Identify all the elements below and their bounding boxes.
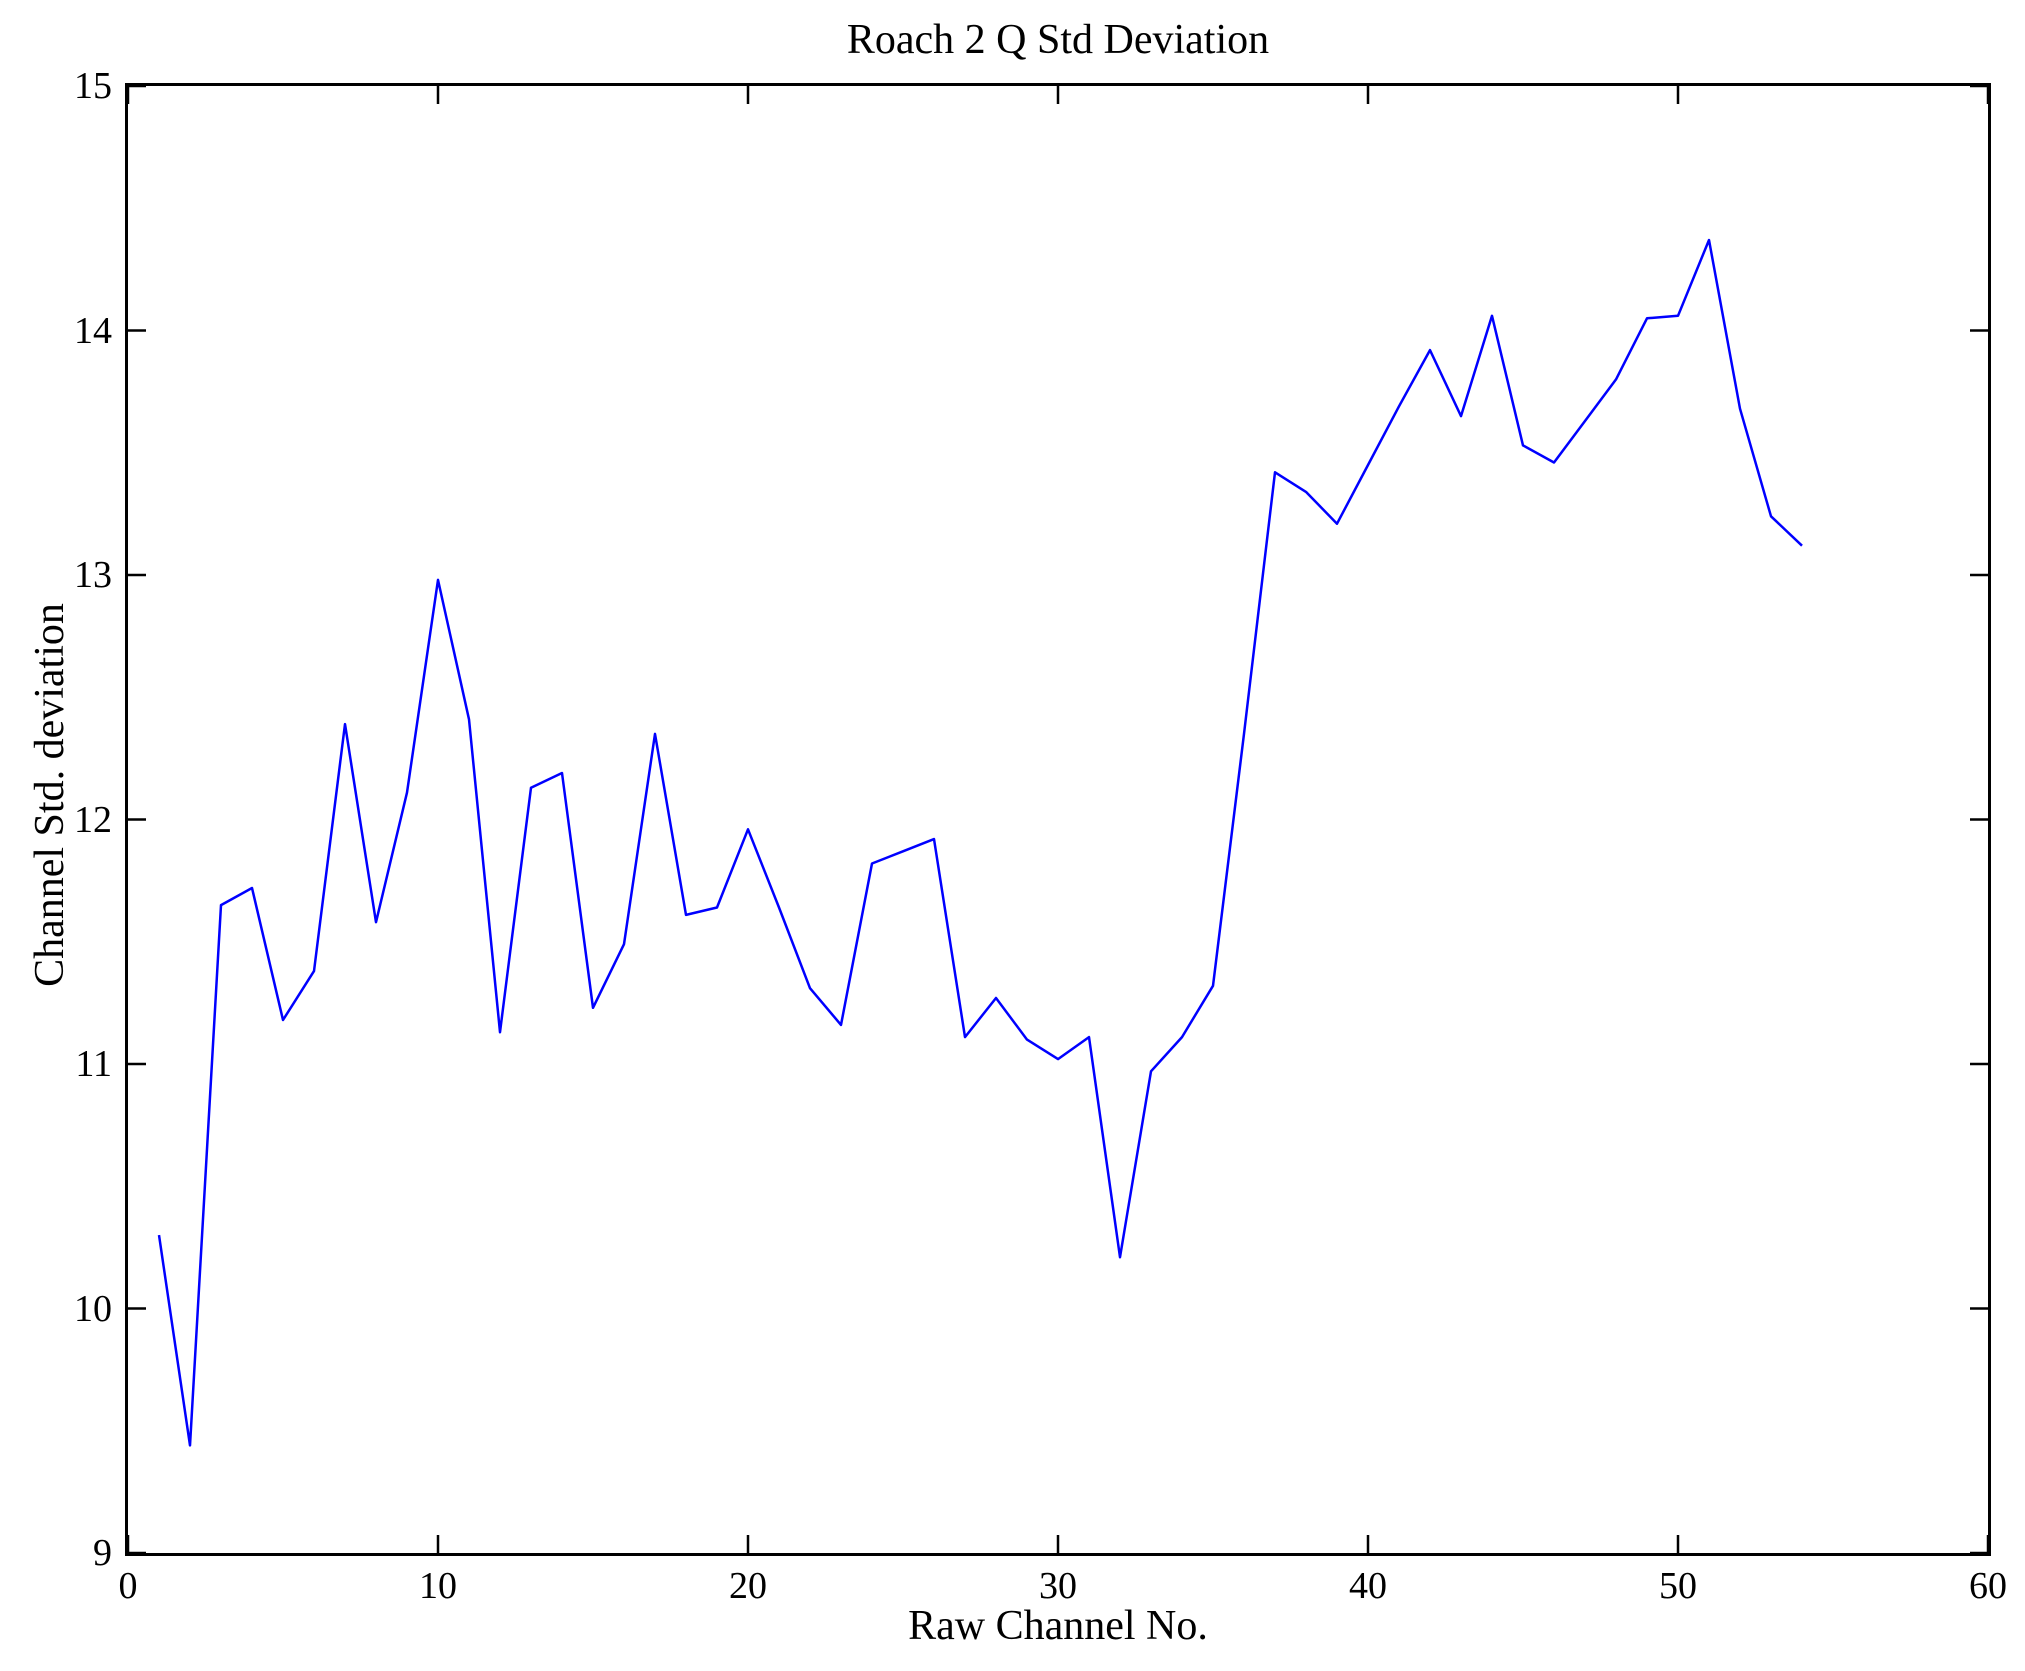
x-tick-label: 10 [419,1565,457,1607]
x-tick-label: 0 [118,1565,138,1607]
y-tick-label: 11 [75,1043,112,1085]
x-tick-label: 30 [1039,1565,1077,1607]
y-tick-label: 10 [74,1287,112,1330]
plot-area [125,83,1991,1556]
data-line [157,238,1803,1447]
x-tick-label: 50 [1659,1565,1697,1607]
y-tick-label: 14 [74,309,112,352]
y-tick-label: 12 [74,798,112,841]
y-tick-label: 9 [93,1532,112,1574]
y-tick-label: 15 [74,65,112,107]
chart-title: Roach 2 Q Std Deviation [846,17,1270,63]
y-axis-label: Channel Std. deviation [27,603,73,987]
x-tick-label: 60 [1969,1565,2007,1607]
plot-svg [128,86,1988,1553]
y-tick-label: 13 [74,554,112,596]
x-axis-label: Raw Channel No. [908,1603,1208,1649]
x-tick-label: 40 [1349,1565,1387,1607]
x-tick-label: 20 [729,1565,767,1607]
